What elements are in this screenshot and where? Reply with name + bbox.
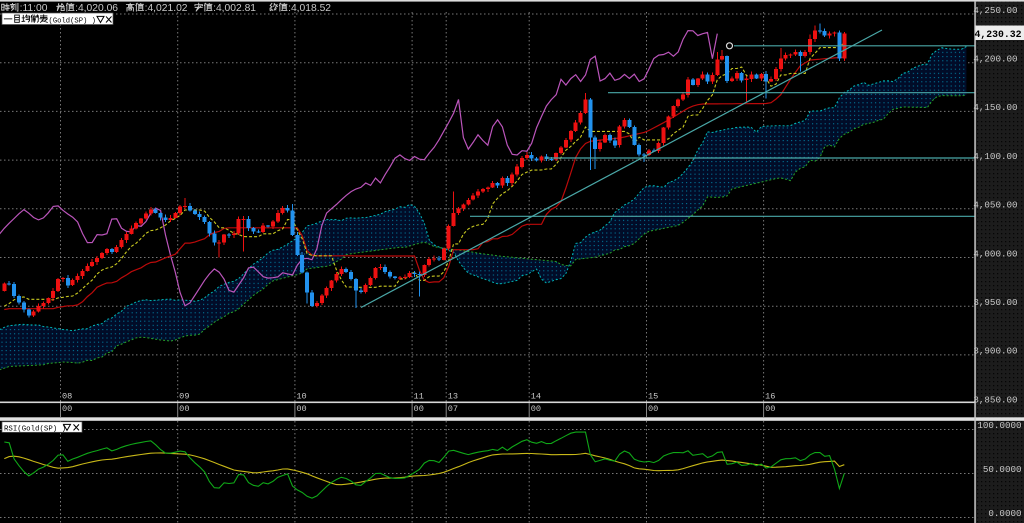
svg-text:00: 00 [414,404,424,414]
svg-text:16: 16 [765,391,775,401]
svg-text:13: 13 [448,391,458,401]
svg-text:00: 00 [296,404,306,414]
svg-text:00: 00 [648,404,658,414]
svg-text::11:00: :11:00 [20,3,48,14]
svg-text:00: 00 [765,404,775,414]
svg-text:10: 10 [296,391,306,401]
svg-text:3,900.00: 3,900.00 [973,346,1017,357]
svg-text::4,020.06: :4,020.06 [75,3,118,14]
svg-text:RSI(Gold(SP) ): RSI(Gold(SP) ) [4,425,66,433]
svg-text:11: 11 [414,391,424,401]
svg-text:07: 07 [448,404,458,414]
svg-text:00: 00 [62,404,72,414]
svg-text:15: 15 [648,391,658,401]
svg-text::4,018.52: :4,018.52 [288,3,331,14]
svg-text:3,850.00: 3,850.00 [973,394,1017,405]
svg-text:4,250.00: 4,250.00 [973,5,1017,16]
svg-text:0.0000: 0.0000 [988,508,1021,519]
svg-text:4,000.00: 4,000.00 [973,248,1017,259]
svg-text::4,002.81: :4,002.81 [213,3,256,14]
svg-text:4,230.32: 4,230.32 [974,29,1021,40]
svg-text:100.0000: 100.0000 [977,420,1021,431]
svg-text:4,200.00: 4,200.00 [973,54,1017,65]
svg-text:00: 00 [531,404,541,414]
svg-text:08: 08 [62,391,72,401]
svg-text:09: 09 [179,391,189,401]
svg-text:14: 14 [531,391,541,401]
svg-text:3,950.00: 3,950.00 [973,297,1017,308]
svg-text:00: 00 [179,404,189,414]
svg-text:4,100.00: 4,100.00 [973,151,1017,162]
svg-text::4,021.02: :4,021.02 [145,3,188,14]
svg-text:50.0000: 50.0000 [983,464,1022,475]
svg-text:4,150.00: 4,150.00 [973,102,1017,113]
svg-text:(Gold(SP) ): (Gold(SP) ) [49,17,96,25]
svg-text:4,050.00: 4,050.00 [973,200,1017,211]
